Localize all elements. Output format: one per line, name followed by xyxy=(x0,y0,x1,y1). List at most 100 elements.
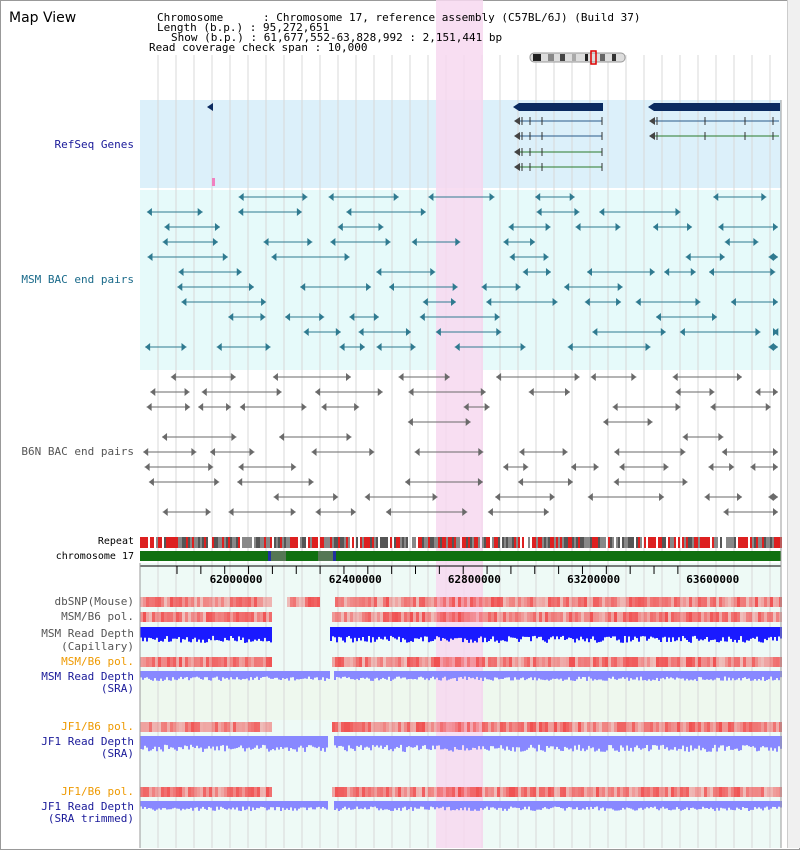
track-label-jf1-b6-pol[interactable]: JF1/B6 pol. xyxy=(61,720,134,733)
track-label-msm-read-depth-capillary[interactable]: MSM Read Depth xyxy=(41,627,134,640)
pol-heat-cell xyxy=(455,722,458,732)
repeat-mark xyxy=(200,537,202,548)
read-depth-bar xyxy=(140,671,142,678)
read-depth-bar xyxy=(304,671,306,679)
read-depth-bar xyxy=(226,671,228,678)
b6n-bac-end xyxy=(496,373,502,381)
b6n-bac-end xyxy=(487,508,493,516)
msm-bac-end xyxy=(719,253,725,261)
b6n-bac-end xyxy=(477,478,483,486)
pol-heat-cell xyxy=(218,657,221,667)
track-label-b6n-bac[interactable]: B6N BAC end pairs xyxy=(21,445,134,458)
repeat-mark xyxy=(750,537,752,548)
read-depth-bar xyxy=(490,671,492,680)
pol-heat-cell xyxy=(731,722,734,732)
repeat-mark xyxy=(188,537,190,548)
pol-heat-cell xyxy=(665,597,668,607)
read-depth-bar xyxy=(452,671,454,679)
track-label-dbsnp[interactable]: dbSNP(Mouse) xyxy=(54,595,134,608)
pol-heat-cell xyxy=(746,597,749,607)
pol-heat-cell xyxy=(410,722,413,732)
read-depth-bar xyxy=(546,736,548,746)
pol-heat-cell xyxy=(410,597,413,607)
pol-heat-cell xyxy=(479,612,482,622)
pol-heat-cell xyxy=(377,787,380,797)
repeat-mark xyxy=(174,537,176,548)
read-depth-bar xyxy=(396,671,398,677)
read-depth-bar xyxy=(224,627,226,638)
pol-heat-cell xyxy=(533,787,536,797)
b6n-bac-end xyxy=(462,508,468,516)
read-depth-bar xyxy=(682,801,684,810)
read-depth-bar xyxy=(436,671,438,678)
track-label-msm-bac[interactable]: MSM BAC end pairs xyxy=(21,273,134,286)
repeat-mark xyxy=(372,537,374,548)
track-label-jf1-b6-pol-trimmed[interactable]: JF1/B6 pol. xyxy=(61,785,134,798)
track-label-msm-b6-pol-sra[interactable]: MSM/B6 pol. xyxy=(61,655,134,668)
pol-heat-cell xyxy=(557,612,560,622)
read-depth-bar xyxy=(258,627,260,639)
msm-bac-end xyxy=(261,298,267,306)
track-label-jf1-read-depth-trimmed[interactable]: JF1 Read Depth xyxy=(41,800,134,813)
pol-heat-cell xyxy=(494,722,497,732)
track-label-jf1-read-depth[interactable]: JF1 Read Depth xyxy=(41,735,134,748)
repeat-mark xyxy=(176,537,178,548)
pol-heat-cell xyxy=(332,612,335,622)
read-depth-bar xyxy=(756,801,758,809)
track-label-refseq[interactable]: RefSeq Genes xyxy=(54,138,134,151)
pol-heat-cell xyxy=(233,657,236,667)
track-label-repeat[interactable]: Repeat xyxy=(97,536,134,547)
msm-bac-end xyxy=(307,238,313,246)
pol-heat-cell xyxy=(635,787,638,797)
read-depth-bar xyxy=(742,736,744,746)
repeat-mark xyxy=(160,537,162,548)
read-depth-bar xyxy=(662,627,664,638)
pol-heat-cell xyxy=(518,787,521,797)
pol-heat-cell xyxy=(356,597,359,607)
pol-heat-cell xyxy=(365,787,368,797)
read-depth-bar xyxy=(444,671,446,677)
msm-bac-end xyxy=(164,223,170,231)
repeat-mark xyxy=(282,537,284,548)
repeat-mark xyxy=(170,537,172,548)
b6n-bac-end xyxy=(518,478,524,486)
read-depth-bar xyxy=(266,627,268,642)
track-label-msm-read-depth-sra[interactable]: MSM Read Depth xyxy=(41,670,134,683)
read-depth-bar xyxy=(446,671,448,681)
read-depth-bar xyxy=(370,671,372,681)
pol-heat-cell xyxy=(743,597,746,607)
read-depth-bar xyxy=(496,801,498,810)
read-depth-bar xyxy=(688,801,690,811)
read-depth-bar xyxy=(432,627,434,641)
pol-heat-cell xyxy=(581,722,584,732)
refseq-transcript-arrow xyxy=(514,163,520,171)
read-depth-bar xyxy=(748,627,750,641)
read-depth-bar xyxy=(630,736,632,748)
read-depth-bar xyxy=(462,801,464,811)
read-depth-bar xyxy=(778,801,780,807)
read-depth-bar xyxy=(412,671,414,680)
vertical-scrollbar[interactable] xyxy=(787,0,800,848)
read-depth-bar xyxy=(768,801,770,810)
pol-heat-cell xyxy=(644,722,647,732)
read-depth-bar xyxy=(356,801,358,807)
read-depth-bar xyxy=(724,627,726,642)
pol-heat-cell xyxy=(413,722,416,732)
pol-heat-cell xyxy=(725,787,728,797)
read-depth-bar xyxy=(502,801,504,811)
read-depth-bar xyxy=(528,736,530,748)
track-label-msm-b6-pol-capillary[interactable]: MSM/B6 pol. xyxy=(61,610,134,623)
pol-heat-cell xyxy=(224,787,227,797)
pol-heat-cell xyxy=(203,787,206,797)
repeat-mark xyxy=(610,537,612,548)
read-depth-bar xyxy=(632,736,634,752)
read-depth-bar xyxy=(710,627,712,641)
read-depth-bar xyxy=(296,671,298,680)
pol-heat-cell xyxy=(704,657,707,667)
pol-heat-cell xyxy=(362,722,365,732)
b6n-bac-end xyxy=(495,493,501,501)
repeat-mark xyxy=(556,537,558,548)
pol-heat-cell xyxy=(419,722,422,732)
pol-heat-cell xyxy=(611,657,614,667)
